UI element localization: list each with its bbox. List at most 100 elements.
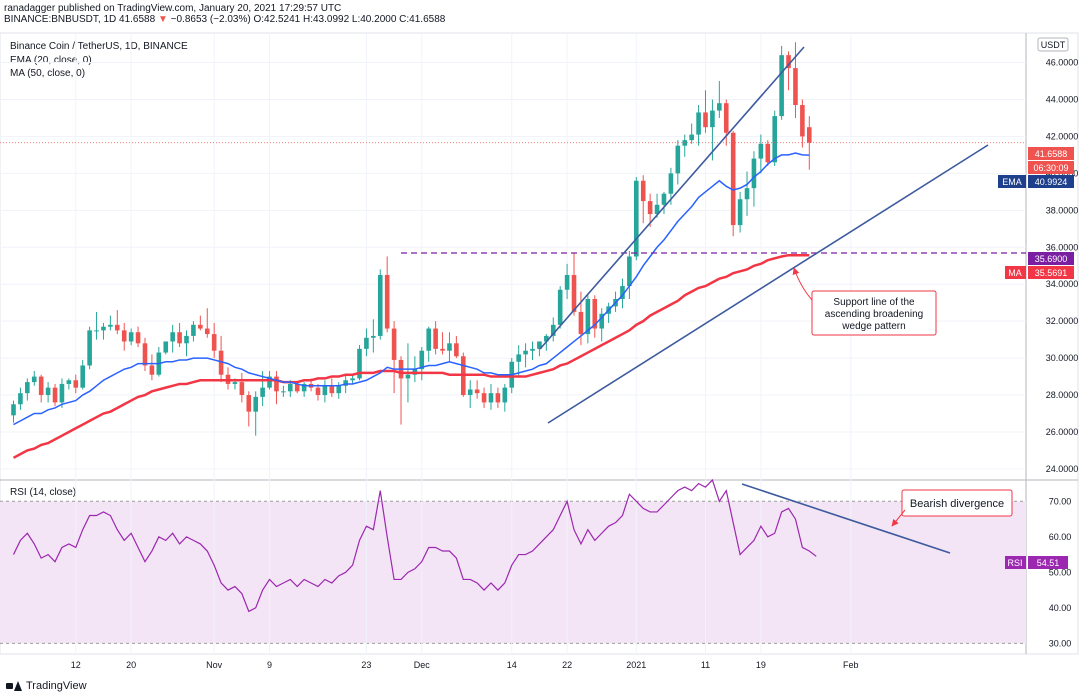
candle-body xyxy=(128,332,134,342)
candle xyxy=(599,308,604,342)
candle-body xyxy=(675,145,681,174)
candle xyxy=(488,383,494,410)
candle xyxy=(121,322,127,351)
candle-body xyxy=(170,332,175,342)
candle xyxy=(45,382,51,403)
tradingview-footer[interactable]: TradingView xyxy=(6,680,87,692)
divergence-callout-text: Bearish divergence xyxy=(910,498,1004,510)
candle-body xyxy=(447,343,452,351)
time-tick-label: 19 xyxy=(756,660,766,670)
rsi-divergence-trendline xyxy=(741,483,951,554)
candle xyxy=(717,81,722,118)
candle-body xyxy=(204,328,210,335)
ma-value-tag: MA 35.5691 xyxy=(1005,266,1074,279)
time-tick-label: 22 xyxy=(562,660,572,670)
price-tick-label: 46.0000 xyxy=(1046,58,1079,68)
candle xyxy=(391,321,397,394)
candle-body xyxy=(634,180,639,257)
candle xyxy=(557,286,563,329)
candle-body xyxy=(253,396,258,412)
time-tick-label: 11 xyxy=(701,660,710,670)
candle-body xyxy=(301,383,307,392)
candle-body xyxy=(668,173,674,194)
candle xyxy=(31,371,37,386)
candle xyxy=(793,42,798,118)
candle-body xyxy=(419,350,425,370)
chart-canvas[interactable]: Support line of the ascending broadening… xyxy=(0,0,1080,677)
candle-body xyxy=(191,324,196,336)
candle-body xyxy=(281,391,286,393)
candle xyxy=(620,278,625,309)
change-down-icon: ▼ xyxy=(157,14,168,25)
candle xyxy=(135,326,141,348)
candle xyxy=(38,374,44,403)
support-callout-box xyxy=(811,290,937,336)
rsi-line xyxy=(12,478,817,613)
candle xyxy=(156,347,162,377)
candle-body xyxy=(260,387,265,397)
time-tick-label: Dec xyxy=(414,660,431,670)
candle-body xyxy=(696,112,701,135)
rsi-tag-value: 54.51 xyxy=(1037,558,1060,568)
currency-badge[interactable] xyxy=(1037,37,1069,52)
support-callout-line-3: wedge pattern xyxy=(841,321,905,332)
chart-frame xyxy=(0,32,1079,655)
candle xyxy=(225,367,231,390)
candle xyxy=(66,378,72,390)
candle xyxy=(682,134,688,157)
candle xyxy=(467,380,473,408)
candle xyxy=(128,328,134,346)
candle-body xyxy=(184,335,189,344)
time-tick-label: 20 xyxy=(126,660,136,670)
support-callout-line-1: Support line of the xyxy=(833,297,915,308)
candle-body xyxy=(730,132,736,226)
candle-body xyxy=(433,328,438,349)
price-tick-label: 24.0000 xyxy=(1046,464,1079,474)
candle-body xyxy=(66,380,72,384)
ma-tag-label: MA xyxy=(1008,268,1022,278)
candle xyxy=(101,322,106,340)
candle-body xyxy=(758,143,764,159)
candle-body xyxy=(274,376,279,392)
candle-body xyxy=(108,324,113,327)
candle xyxy=(634,177,639,261)
candle-body xyxy=(377,274,383,336)
candle xyxy=(454,335,459,359)
ema-value-tag: EMA 40.9924 xyxy=(998,175,1074,188)
ma-tag-value: 35.5691 xyxy=(1035,268,1068,278)
candle xyxy=(191,321,196,342)
candle-body xyxy=(530,348,535,351)
candle xyxy=(204,308,210,338)
candle-body xyxy=(218,350,224,375)
candle-body xyxy=(121,330,127,342)
divergence-callout-box xyxy=(901,489,1013,517)
time-tick-label: Nov xyxy=(206,660,223,670)
candle-body xyxy=(454,343,459,357)
candle-body xyxy=(322,385,328,396)
candle-body xyxy=(800,105,805,137)
candle-body xyxy=(537,341,542,349)
candle xyxy=(550,317,556,342)
candle-body xyxy=(737,199,743,226)
candle xyxy=(730,130,736,237)
price-tick-label: 28.0000 xyxy=(1046,390,1079,400)
candle xyxy=(281,385,286,397)
candle xyxy=(218,335,224,383)
candle-body xyxy=(405,374,411,379)
candle xyxy=(315,383,321,401)
candle xyxy=(384,256,390,333)
candle-body xyxy=(350,378,355,381)
rsi-tick-label: 30.00 xyxy=(1049,638,1072,648)
candle-body xyxy=(142,343,148,366)
candle xyxy=(329,378,335,397)
candle xyxy=(592,295,598,338)
candle xyxy=(357,345,362,381)
candle-body xyxy=(343,380,348,386)
candle-body xyxy=(239,382,245,396)
candle-body xyxy=(474,389,480,394)
candle xyxy=(689,123,694,144)
candle xyxy=(115,310,120,335)
hline-value-tag: 35.6900 xyxy=(1028,252,1074,265)
candle-body xyxy=(246,395,252,412)
candle-body xyxy=(495,393,501,403)
